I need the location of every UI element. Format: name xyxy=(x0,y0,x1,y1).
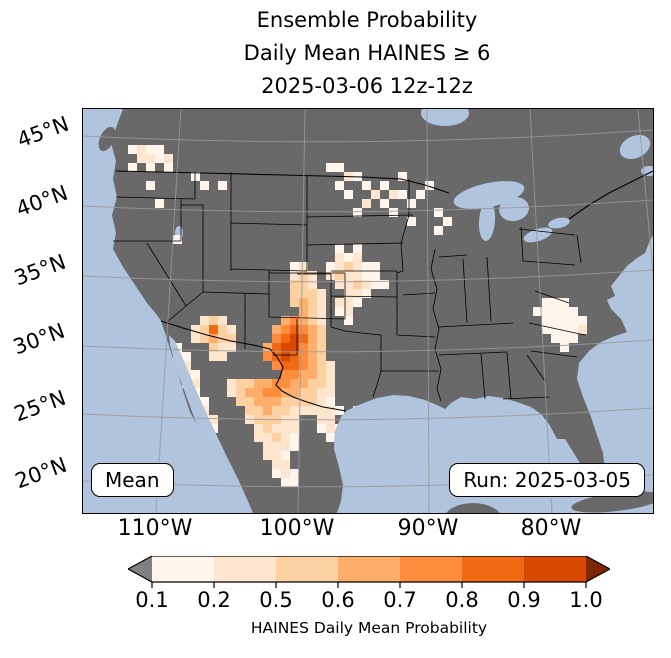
lake-michigan xyxy=(478,201,496,241)
map-graphic xyxy=(83,109,653,513)
lat-label-30n: 30°N xyxy=(10,318,68,360)
colorbar xyxy=(128,556,610,588)
title-line-2: Daily Mean HAINES ≥ 6 xyxy=(243,41,491,65)
cb-tick-0.6: 0.6 xyxy=(321,588,355,612)
title-line-3: 2025-03-06 12z-12z xyxy=(261,74,473,98)
lat-label-45n: 45°N xyxy=(14,111,72,153)
cb-tick-1.0: 1.0 xyxy=(569,588,603,612)
lat-label-20n: 20°N xyxy=(12,452,70,494)
lake-huron xyxy=(499,196,529,222)
colorbar-axis-label: HAINES Daily Mean Probability xyxy=(250,619,488,637)
james-bay xyxy=(421,109,469,126)
gulf-st-lawrence xyxy=(619,134,651,160)
lon-label-80w: 80°W xyxy=(520,516,582,541)
title-line-1: Ensemble Probability xyxy=(256,8,478,32)
cb-tick-0.8: 0.8 xyxy=(445,588,479,612)
colorbar-tickmarks xyxy=(151,582,587,588)
vancouver-island xyxy=(98,126,116,152)
cb-tick-0.2: 0.2 xyxy=(197,588,231,612)
cuba xyxy=(571,491,653,513)
lat-label-40n: 40°N xyxy=(13,180,71,222)
gridlines xyxy=(83,109,653,513)
country-borders xyxy=(115,170,653,412)
colorbar-tick-labels: 0.1 0.2 0.5 0.6 0.7 0.8 0.9 1.0 xyxy=(128,588,610,614)
mean-badge: Mean xyxy=(91,463,174,497)
map-canvas: Mean Run: 2025-03-05 xyxy=(82,108,654,514)
cb-tick-0.1: 0.1 xyxy=(135,588,169,612)
lon-label-90w: 90°W xyxy=(397,516,459,541)
run-date-badge: Run: 2025-03-05 xyxy=(449,463,645,497)
lat-label-25n: 25°N xyxy=(11,385,69,427)
lake-erie xyxy=(523,227,553,243)
colorbar-over-arrow xyxy=(586,556,610,582)
cb-tick-0.7: 0.7 xyxy=(383,588,417,612)
lon-label-110w: 110°W xyxy=(117,516,193,541)
yucatan xyxy=(446,503,500,513)
cb-tick-0.5: 0.5 xyxy=(259,588,293,612)
plot-title: Ensemble Probability Daily Mean HAINES ≥… xyxy=(82,4,652,103)
cb-tick-0.9: 0.9 xyxy=(507,588,541,612)
lon-label-100w: 100°W xyxy=(259,516,335,541)
colorbar-segments xyxy=(152,556,586,582)
lake-ontario xyxy=(548,217,570,229)
lat-label-35n: 35°N xyxy=(11,249,69,291)
state-borders xyxy=(113,172,586,402)
colorbar-under-arrow xyxy=(128,556,152,582)
